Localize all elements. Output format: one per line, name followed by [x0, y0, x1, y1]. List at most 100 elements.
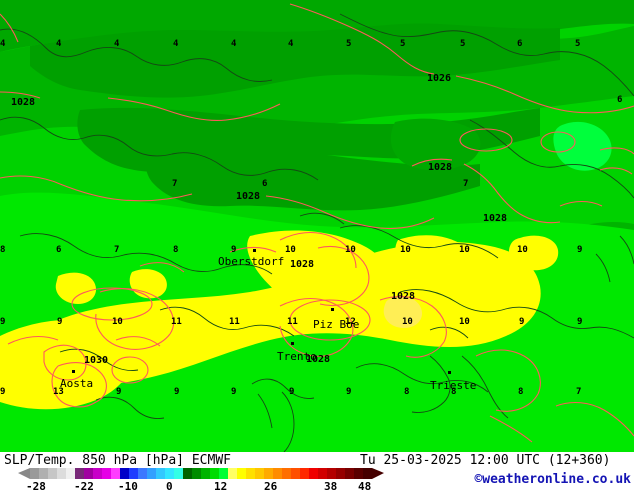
temperature-value: 10: [402, 317, 413, 327]
temperature-value: 12: [345, 317, 356, 327]
city-marker-dot[interactable]: [72, 370, 75, 373]
isobar-pressure-label: 1028: [306, 354, 331, 365]
temperature-value: 5: [400, 39, 406, 49]
temperature-value: 7: [576, 387, 582, 397]
temperature-value: 4: [231, 39, 237, 49]
legend-title: SLP/Temp. 850 hPa [hPa] ECMWF: [4, 453, 231, 468]
temperature-value: 10: [112, 317, 123, 327]
city-label[interactable]: Piz Boe: [313, 318, 360, 331]
temperature-value: 9: [231, 245, 237, 255]
temperature-value: 4: [56, 39, 62, 49]
colorbar-tick: 26: [264, 480, 278, 490]
temperature-value: 10: [517, 245, 528, 255]
temperature-value: 10: [459, 245, 470, 255]
colorbar-swatch: [336, 468, 345, 479]
colorbar-swatch: [210, 468, 219, 479]
legend-footer: SLP/Temp. 850 hPa [hPa] ECMWF Tu 25-03-2…: [0, 452, 634, 490]
isobar-pressure-label: 1028: [236, 191, 261, 202]
colorbar-swatch: [291, 468, 300, 479]
colorbar-swatch: [165, 468, 174, 479]
temperature-value: 5: [460, 39, 466, 49]
temperature-value: 4: [173, 39, 179, 49]
temperature-value: 9: [174, 387, 180, 397]
city-label[interactable]: Trieste: [430, 379, 477, 392]
temp-band-cool-core-3: [145, 146, 480, 211]
city-label[interactable]: Aosta: [60, 377, 94, 390]
copyright-label: ©weatheronline.co.uk: [474, 472, 631, 487]
colorbar-swatch: [300, 468, 309, 479]
temperature-value: 11: [229, 317, 240, 327]
colorbar-swatch: [264, 468, 273, 479]
colorbar-swatch: [66, 468, 75, 479]
city-marker-dot[interactable]: [253, 249, 256, 252]
weather-map-canvas[interactable]: 4 4 4 4 4 4 5 5 5 6 5 8 6 7 8 9 10 10 10 10 10 9 9 9 10 11 11 11 12 1…: [0, 0, 634, 452]
temperature-value: 4: [0, 39, 6, 49]
city-marker-dot[interactable]: [291, 342, 294, 345]
colorbar-tick: -22: [74, 480, 94, 490]
temperature-value: 10: [459, 317, 470, 327]
temp-band-cool-north: [0, 0, 634, 52]
city-marker-dot[interactable]: [331, 308, 334, 311]
colorbar-swatch: [48, 468, 57, 479]
colorbar-swatch: [201, 468, 210, 479]
colorbar-high-arrow: [372, 468, 384, 479]
colorbar-swatch: [57, 468, 66, 479]
temp-band-yellow-small-4: [508, 235, 559, 271]
map-layers: [0, 0, 634, 452]
temp-band-yellow-ext: [247, 230, 391, 318]
temperature-value: 7: [463, 179, 469, 189]
borders-layer: [0, 13, 634, 419]
temperature-value: 9: [57, 317, 63, 327]
temperature-colorbar[interactable]: [30, 468, 372, 479]
colorbar-tick: 12: [214, 480, 228, 490]
temperature-value: 10: [285, 245, 296, 255]
temperature-value: 4: [114, 39, 120, 49]
temp-band-yellow-small-3: [442, 293, 508, 339]
isobar-pressure-label: 1028: [428, 162, 453, 173]
colorbar-swatch: [111, 468, 120, 479]
temperature-value: 9: [519, 317, 525, 327]
colorbar-swatch: [75, 468, 84, 479]
temperature-value: 10: [345, 245, 356, 255]
temperature-value: 11: [171, 317, 182, 327]
isobar-pressure-label: 1028: [11, 97, 36, 108]
colorbar-tick: -28: [26, 480, 46, 490]
colorbar-swatch: [39, 468, 48, 479]
temperature-value: 13: [53, 387, 64, 397]
temperature-value: 7: [172, 179, 178, 189]
colorbar-swatch: [282, 468, 291, 479]
temperature-value: 10: [400, 245, 411, 255]
isobar-pressure-label: 1026: [427, 73, 452, 84]
temperature-value: 11: [287, 317, 298, 327]
temperature-value: 6: [262, 179, 268, 189]
temp-patch-right: [390, 118, 481, 171]
colorbar-swatch: [120, 468, 129, 479]
temperature-value: 7: [114, 245, 120, 255]
colorbar-swatch: [237, 468, 246, 479]
colorbar-swatch: [309, 468, 318, 479]
colorbar-swatch: [354, 468, 363, 479]
temperature-value: 6: [517, 39, 523, 49]
isobar-pressure-label: 1028: [391, 291, 416, 302]
isobar-pressure-label: 1028: [483, 213, 508, 224]
temperature-value: 8: [518, 387, 524, 397]
temp-patch-lightyellow: [383, 296, 423, 328]
temperature-value: 9: [0, 387, 6, 397]
colorbar-low-arrow: [18, 468, 30, 479]
temperature-value: 6: [56, 245, 62, 255]
city-label[interactable]: Oberstdorf: [218, 255, 285, 268]
temperature-value: 9: [577, 317, 583, 327]
colorbar-swatch: [192, 468, 201, 479]
colorbar-swatch: [30, 468, 39, 479]
colorbar-swatch: [174, 468, 183, 479]
colorbar-tick: 38: [324, 480, 338, 490]
temperature-value: 8: [451, 387, 457, 397]
city-marker-dot[interactable]: [448, 371, 451, 374]
city-label[interactable]: Trento: [277, 350, 317, 363]
colorbar-swatch: [327, 468, 336, 479]
temperature-value: 9: [577, 245, 583, 255]
temperature-value: 9: [231, 387, 237, 397]
temperature-value: 4: [288, 39, 294, 49]
temp-band-cool-core: [30, 23, 560, 98]
